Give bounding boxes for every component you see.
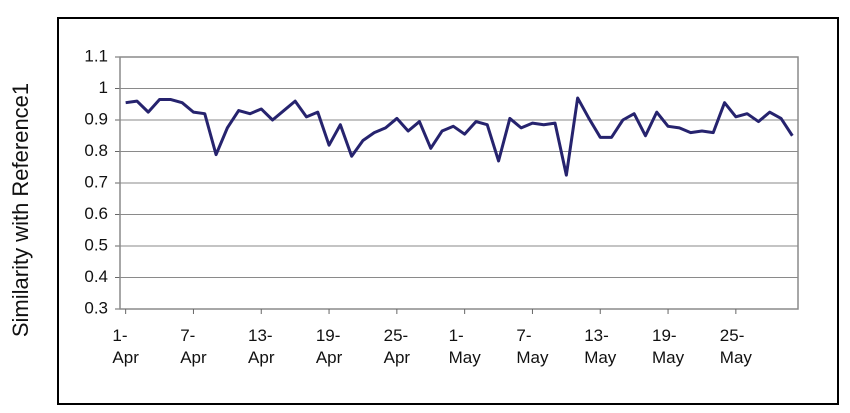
chart-frame: [57, 17, 839, 405]
data-line: [125, 96, 794, 177]
y-tick-label: 0.4: [84, 267, 108, 286]
x-tick-label: 1-May: [448, 326, 481, 367]
y-tick-label: 0.6: [84, 204, 108, 223]
y-tick-label: 0.8: [84, 141, 108, 160]
x-tick-label: 25-Apr: [383, 326, 411, 367]
plot-area: [119, 56, 799, 310]
x-tick-label: 13-May: [584, 326, 617, 367]
x-tick-label: 7-May: [516, 326, 549, 367]
x-tick-label: 13-Apr: [248, 326, 275, 367]
x-tick-label: 7-Apr: [180, 326, 207, 367]
y-axis-title: Similarity with Reference1: [8, 83, 33, 337]
y-tick-label: 1: [99, 78, 108, 97]
y-tick-label: 0.5: [84, 235, 108, 254]
x-tick-label: 19-Apr: [315, 326, 343, 367]
x-tick-label: 25-May: [719, 326, 752, 367]
y-tick-label: 1.1: [84, 46, 108, 65]
x-tick-label: 1-Apr: [112, 326, 139, 367]
y-tick-label: 0.3: [84, 298, 108, 317]
x-tick-label: 19-May: [651, 326, 685, 367]
y-tick-label: 0.9: [84, 109, 108, 128]
y-tick-label: 0.7: [84, 172, 108, 191]
